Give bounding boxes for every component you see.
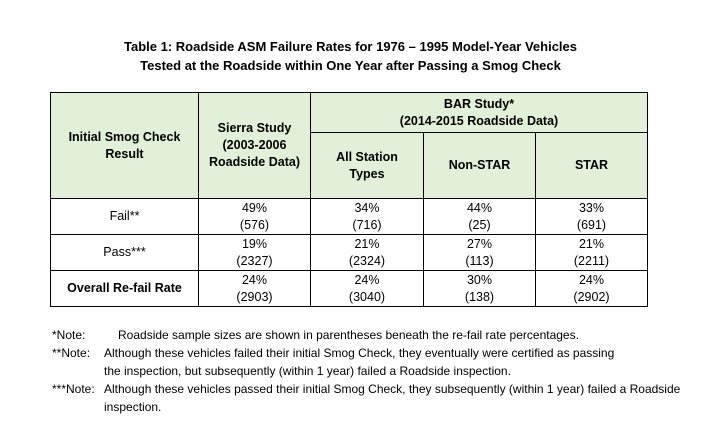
header-sierra-study: Sierra Study (2003-2006 Roadside Data) — [198, 92, 311, 199]
row-label-overall: Overall Re-fail Rate — [50, 270, 199, 307]
table-title-line-1: Table 1: Roadside ASM Failure Rates for … — [123, 39, 578, 54]
header-non-star: Non-STAR — [423, 132, 536, 199]
cell-sierra-overall: 24% (2903) — [198, 270, 311, 307]
table-row: Fail** 49% (576) 34% (716) 44% (25) 33% (691… — [50, 198, 648, 235]
table-title-line-2: Tested at the Roadside within One Year a… — [140, 58, 561, 73]
row-label-fail: Fail** — [50, 198, 199, 235]
cell-all-pass: 21% (2324) — [310, 234, 424, 271]
cell-nonstar-overall: 30% (138) — [423, 270, 536, 307]
cell-all-fail: 34% (716) — [310, 198, 424, 235]
footnote-key: *Note: — [52, 328, 86, 342]
footnote-text: Roadside sample sizes are shown in paren… — [118, 328, 579, 342]
cell-star-fail: 33% (691) — [535, 198, 648, 235]
cell-star-overall: 24% (2902) — [535, 270, 648, 307]
cell-sierra-pass: 19% (2327) — [198, 234, 311, 271]
footnote: ***Note: Although these vehicles passed t… — [52, 380, 680, 398]
header-star: STAR — [535, 132, 648, 199]
footnote-continuation: the inspection, but subsequently (within… — [104, 364, 511, 378]
row-label-pass: Pass*** — [50, 234, 199, 271]
header-all-station-types: All Station Types — [310, 132, 424, 199]
failure-rates-table: Initial Smog Check Result Sierra Study (… — [50, 92, 648, 307]
footnote-text: Although these vehicles passed their ini… — [104, 382, 681, 396]
footnote: *Note: Roadside sample sizes are shown in… — [52, 326, 680, 344]
footnote-text: Although these vehicles failed their ini… — [104, 346, 615, 360]
footnote-continuation: inspection. — [104, 400, 162, 414]
cell-sierra-fail: 49% (576) — [198, 198, 311, 235]
cell-all-overall: 24% (3040) — [310, 270, 424, 307]
header-bar-study: BAR Study* (2014-2015 Roadside Data) — [310, 92, 648, 133]
table-row: Pass*** 19% (2327) 21% (2324) 27% (113) 21%… — [50, 234, 648, 271]
cell-nonstar-pass: 27% (113) — [423, 234, 536, 271]
footnote: **Note: Although these vehicles failed th… — [52, 344, 680, 362]
footnote-key: ***Note: — [52, 382, 95, 396]
header-initial-smog-check: Initial Smog Check Result — [50, 92, 199, 199]
footnote-key: **Note: — [52, 346, 91, 360]
footnotes: *Note: Roadside sample sizes are shown in… — [52, 326, 680, 416]
cell-nonstar-fail: 44% (25) — [423, 198, 536, 235]
cell-star-pass: 21% (2211) — [535, 234, 648, 271]
table-row: Overall Re-fail Rate 24% (2903) 24% (3040)… — [50, 270, 648, 307]
